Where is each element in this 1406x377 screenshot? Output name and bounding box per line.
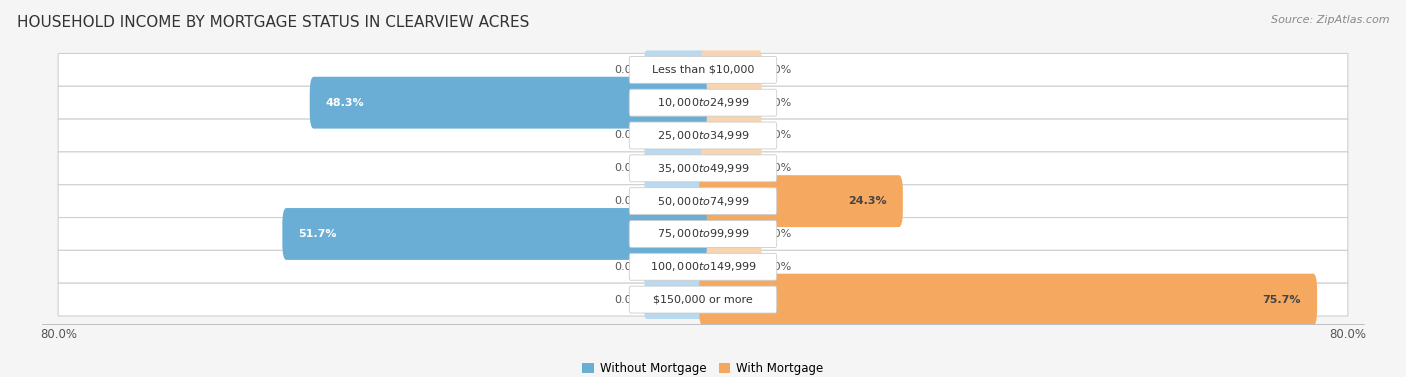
Text: Less than $10,000: Less than $10,000 (652, 65, 754, 75)
Text: 0.0%: 0.0% (763, 229, 792, 239)
Text: 0.0%: 0.0% (614, 65, 643, 75)
Text: 0.0%: 0.0% (763, 130, 792, 141)
FancyBboxPatch shape (58, 54, 1348, 86)
FancyBboxPatch shape (700, 215, 762, 253)
FancyBboxPatch shape (644, 116, 706, 155)
FancyBboxPatch shape (644, 247, 706, 286)
FancyBboxPatch shape (700, 83, 762, 122)
FancyBboxPatch shape (630, 253, 776, 280)
Text: 0.0%: 0.0% (763, 163, 792, 173)
FancyBboxPatch shape (699, 175, 903, 227)
FancyBboxPatch shape (58, 185, 1348, 218)
FancyBboxPatch shape (58, 283, 1348, 316)
Text: 0.0%: 0.0% (614, 294, 643, 305)
FancyBboxPatch shape (630, 57, 776, 83)
FancyBboxPatch shape (283, 208, 707, 260)
Text: Source: ZipAtlas.com: Source: ZipAtlas.com (1271, 15, 1389, 25)
Text: $35,000 to $49,999: $35,000 to $49,999 (657, 162, 749, 175)
FancyBboxPatch shape (700, 51, 762, 89)
FancyBboxPatch shape (644, 149, 706, 188)
FancyBboxPatch shape (630, 122, 776, 149)
Text: 51.7%: 51.7% (298, 229, 337, 239)
FancyBboxPatch shape (58, 86, 1348, 119)
Text: $100,000 to $149,999: $100,000 to $149,999 (650, 260, 756, 273)
Text: 0.0%: 0.0% (763, 98, 792, 108)
Legend: Without Mortgage, With Mortgage: Without Mortgage, With Mortgage (578, 357, 828, 377)
Text: $150,000 or more: $150,000 or more (654, 294, 752, 305)
Text: 48.3%: 48.3% (326, 98, 364, 108)
Text: 0.0%: 0.0% (614, 262, 643, 272)
FancyBboxPatch shape (700, 149, 762, 188)
FancyBboxPatch shape (58, 218, 1348, 250)
Text: 0.0%: 0.0% (763, 65, 792, 75)
Text: HOUSEHOLD INCOME BY MORTGAGE STATUS IN CLEARVIEW ACRES: HOUSEHOLD INCOME BY MORTGAGE STATUS IN C… (17, 15, 529, 30)
Text: 0.0%: 0.0% (614, 130, 643, 141)
FancyBboxPatch shape (644, 215, 706, 253)
FancyBboxPatch shape (644, 182, 706, 221)
FancyBboxPatch shape (630, 155, 776, 182)
FancyBboxPatch shape (58, 152, 1348, 185)
FancyBboxPatch shape (630, 221, 776, 247)
FancyBboxPatch shape (58, 119, 1348, 152)
Text: $50,000 to $74,999: $50,000 to $74,999 (657, 195, 749, 208)
Text: 0.0%: 0.0% (614, 163, 643, 173)
FancyBboxPatch shape (644, 280, 706, 319)
FancyBboxPatch shape (700, 116, 762, 155)
Text: $25,000 to $34,999: $25,000 to $34,999 (657, 129, 749, 142)
FancyBboxPatch shape (644, 51, 706, 89)
FancyBboxPatch shape (630, 286, 776, 313)
FancyBboxPatch shape (699, 274, 1317, 325)
Text: $75,000 to $99,999: $75,000 to $99,999 (657, 227, 749, 241)
FancyBboxPatch shape (700, 182, 762, 221)
Text: 75.7%: 75.7% (1263, 294, 1301, 305)
FancyBboxPatch shape (309, 77, 707, 129)
FancyBboxPatch shape (700, 247, 762, 286)
Text: $10,000 to $24,999: $10,000 to $24,999 (657, 96, 749, 109)
Text: 24.3%: 24.3% (848, 196, 887, 206)
FancyBboxPatch shape (58, 250, 1348, 283)
FancyBboxPatch shape (630, 89, 776, 116)
Text: 0.0%: 0.0% (614, 196, 643, 206)
FancyBboxPatch shape (630, 188, 776, 215)
FancyBboxPatch shape (644, 83, 706, 122)
FancyBboxPatch shape (700, 280, 762, 319)
Text: 0.0%: 0.0% (763, 262, 792, 272)
